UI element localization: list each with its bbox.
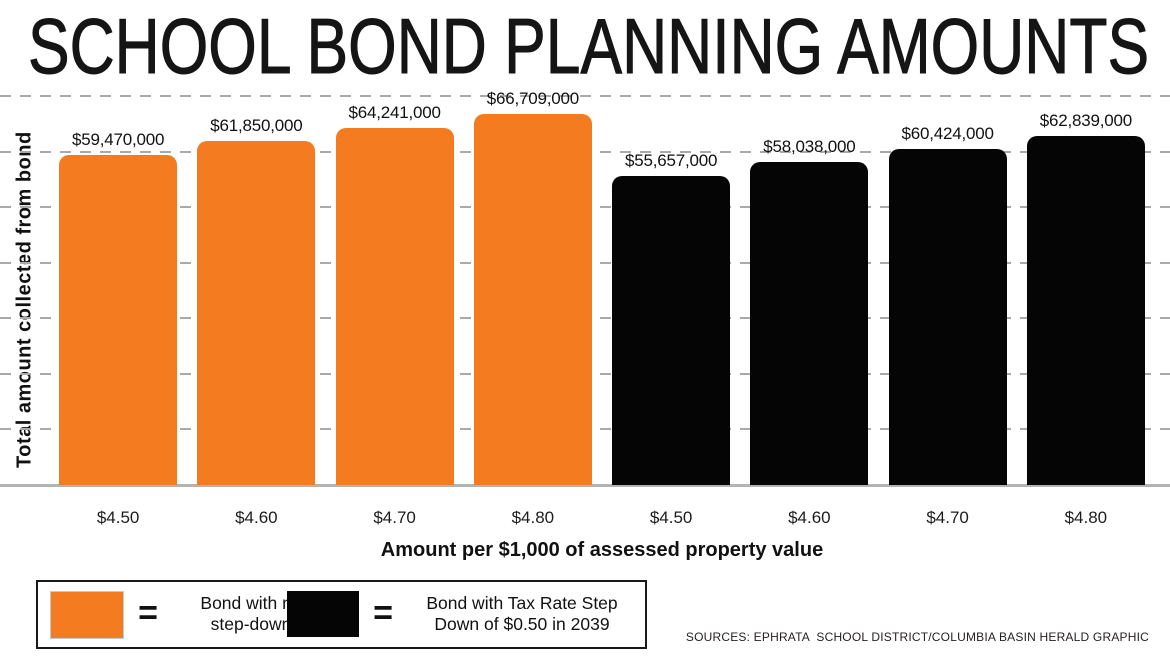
bar-group: $66,709,000 — [464, 89, 602, 485]
bar-no-stepdown — [59, 155, 178, 485]
bar-no-stepdown — [335, 128, 454, 485]
bar-group: $58,038,000 — [740, 96, 878, 485]
bar-value-label: $62,839,000 — [1039, 111, 1133, 130]
bar-group: $60,424,000 — [879, 96, 1017, 485]
bar-value-label: $58,038,000 — [763, 137, 856, 156]
gridline — [0, 95, 1170, 97]
chart-title: SCHOOL BOND PLANNING AMOUNTS — [28, 2, 1150, 91]
bar-group: $61,850,000 — [187, 96, 325, 485]
bar-stepdown — [612, 176, 731, 485]
x-tick-label: $4.80 — [1064, 508, 1108, 527]
x-tick-label: $4.80 — [511, 508, 555, 527]
bar-no-stepdown — [473, 114, 592, 485]
bar-stepdown — [750, 162, 869, 485]
x-tick-label: $4.70 — [373, 508, 416, 527]
bar-no-stepdown — [197, 141, 316, 485]
legend-swatch-stepdown — [287, 591, 359, 637]
bar-value-label: $55,657,000 — [624, 151, 718, 170]
bar-group: $62,839,000 — [1017, 96, 1155, 485]
bar-value-label: $60,424,000 — [901, 124, 994, 143]
bar-group: $59,470,000 — [49, 96, 187, 485]
bar-stepdown — [1026, 136, 1145, 485]
legend-label-stepdown: Bond with Tax Rate Step Down of $0.50 in… — [404, 593, 640, 637]
bars: $59,470,000 $61,850,000 $64,241,000 $66,709… — [49, 89, 1155, 485]
x-tick-label: $4.50 — [649, 508, 693, 527]
x-tick-label: $4.60 — [235, 508, 278, 527]
legend-label-line: Bond with no — [200, 592, 302, 613]
x-axis-ticks: $4.50 $4.60 $4.70 $4.80 $4.50 $4.60 $4.70 $4.80 — [49, 508, 1155, 528]
legend-label-no-stepdown: Bond with no step-down — [168, 593, 334, 637]
equals-sign: = — [138, 594, 158, 632]
legend-label-line: Down of $0.50 in 2039 — [434, 614, 610, 635]
x-tick-label: $4.60 — [788, 508, 831, 527]
bar-stepdown — [888, 149, 1007, 485]
legend-label-line: step-down — [210, 614, 292, 635]
legend: = Bond with no step-down = Bond with Tax… — [36, 580, 647, 649]
legend-swatch-no-stepdown — [50, 591, 124, 639]
bar-value-label: $61,850,000 — [210, 116, 303, 135]
x-tick-label: $4.70 — [926, 508, 969, 527]
x-axis-title: Amount per $1,000 of assessed property v… — [380, 539, 824, 561]
bar-value-label: $64,241,000 — [348, 103, 441, 122]
sources-credit: SOURCES: EPHRATA SCHOOL DISTRICT/COLUMBI… — [685, 630, 1149, 644]
bar-value-label: $66,709,000 — [486, 89, 580, 108]
legend-label-line: Bond with Tax Rate Step — [426, 592, 618, 613]
x-axis-line — [0, 484, 1170, 487]
equals-sign: = — [373, 594, 393, 632]
plot-area: $59,470,000 $61,850,000 $64,241,000 $66,709… — [0, 89, 1170, 485]
y-axis-label: Total amount collected from bond — [13, 131, 36, 469]
bar-group: $55,657,000 — [602, 96, 740, 485]
x-tick-label: $4.50 — [96, 508, 140, 527]
bar-group: $64,241,000 — [326, 96, 464, 485]
bar-value-label: $59,470,000 — [71, 130, 165, 149]
